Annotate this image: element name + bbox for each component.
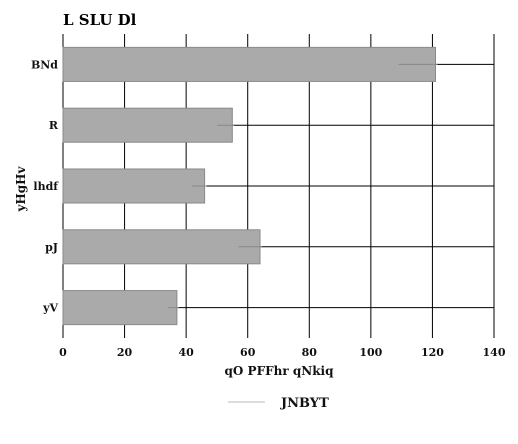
bars [62, 46, 437, 326]
x-tick-label: 60 [240, 346, 256, 359]
x-tick-label: 0 [59, 346, 67, 359]
chart-title: L SLU Dl [63, 11, 137, 29]
y-tick-label: R [49, 119, 59, 132]
bar [62, 107, 233, 143]
x-tick-label: 100 [359, 346, 382, 359]
legend: JNBYT [228, 396, 329, 411]
y-tick-label: pJ [45, 241, 58, 254]
bar [62, 46, 437, 82]
bar [62, 168, 206, 204]
x-tick-labels: 0 20 40 60 80 100 120 140 [59, 346, 506, 359]
bar [62, 229, 261, 265]
x-tick-label: 120 [421, 346, 444, 359]
x-axis-label: qO PFFhr qNkiq [225, 364, 335, 378]
y-tick-label: yV [42, 302, 58, 315]
x-tick-label: 40 [178, 346, 194, 359]
legend-label: JNBYT [280, 396, 329, 411]
x-tick-label: 20 [117, 346, 133, 359]
y-tick-label: lhdf [33, 180, 59, 193]
bar [62, 290, 178, 326]
x-tick-label: 80 [302, 346, 318, 359]
error-lines [167, 63, 438, 309]
y-tick-label: BNd [31, 58, 58, 71]
y-axis-label: yHgHv [14, 165, 28, 212]
x-tick-label: 140 [483, 346, 506, 359]
